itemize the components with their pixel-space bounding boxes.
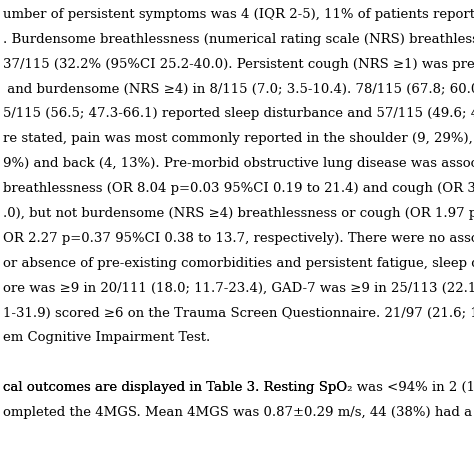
Text: cal outcomes are displayed in Table 3. Resting SpO: cal outcomes are displayed in Table 3. R…	[3, 381, 347, 394]
Text: cal outcomes are displayed in Table 3. Resting SpO₂ was <94% in 2 (1.7%).: cal outcomes are displayed in Table 3. R…	[3, 381, 474, 394]
Text: 37/115 (32.2% (95%CI 25.2-40.0). Persistent cough (NRS ≥1) was present in 49/: 37/115 (32.2% (95%CI 25.2-40.0). Persist…	[3, 58, 474, 71]
Text: or absence of pre-existing comorbidities and persistent fatigue, sleep disturban: or absence of pre-existing comorbidities…	[3, 257, 474, 270]
Text: OR 2.27 p=0.37 95%CI 0.38 to 13.7, respectively). There were no associations be: OR 2.27 p=0.37 95%CI 0.38 to 13.7, respe…	[3, 232, 474, 245]
Text: breathlessness (OR 8.04 p=0.03 95%CI 0.19 to 21.4) and cough (OR 3.43 p=0: breathlessness (OR 8.04 p=0.03 95%CI 0.1…	[3, 182, 474, 195]
Text: 1-31.9) scored ≥6 on the Trauma Screen Questionnaire. 21/97 (21.6; 14.4-28.9): 1-31.9) scored ≥6 on the Trauma Screen Q…	[3, 307, 474, 319]
Text: ompleted the 4MGS. Mean 4MGS was 0.87±0.29 m/s, 44 (38%) had a 4MGS <0.: ompleted the 4MGS. Mean 4MGS was 0.87±0.…	[3, 406, 474, 419]
Text: 9%) and back (4, 13%). Pre-morbid obstructive lung disease was associated with: 9%) and back (4, 13%). Pre-morbid obstru…	[3, 157, 474, 170]
Text: ore was ≥9 in 20/111 (18.0; 11.7-23.4), GAD-7 was ≥9 in 25/113 (22.1; 15.0-29.: ore was ≥9 in 20/111 (18.0; 11.7-23.4), …	[3, 282, 474, 295]
Text: 5/115 (56.5; 47.3-66.1) reported sleep disturbance and 57/115 (49.6; 40.9-58.3: 5/115 (56.5; 47.3-66.1) reported sleep d…	[3, 108, 474, 120]
Text: umber of persistent symptoms was 4 (IQR 2-5), 11% of patients reported no: umber of persistent symptoms was 4 (IQR …	[3, 8, 474, 21]
Text: and burdensome (NRS ≥4) in 8/115 (7.0; 3.5-10.4). 78/115 (67.8; 60.0-76.5: and burdensome (NRS ≥4) in 8/115 (7.0; 3…	[3, 82, 474, 96]
Text: em Cognitive Impairment Test.: em Cognitive Impairment Test.	[3, 331, 210, 345]
Text: . Burdensome breathlessness (numerical rating scale (NRS) breathlessness: . Burdensome breathlessness (numerical r…	[3, 33, 474, 46]
Text: .0), but not burdensome (NRS ≥4) breathlessness or cough (OR 1.97 p=0.26 95%: .0), but not burdensome (NRS ≥4) breathl…	[3, 207, 474, 220]
Text: re stated, pain was most commonly reported in the shoulder (9, 29%), chest (7, 2: re stated, pain was most commonly report…	[3, 132, 474, 146]
